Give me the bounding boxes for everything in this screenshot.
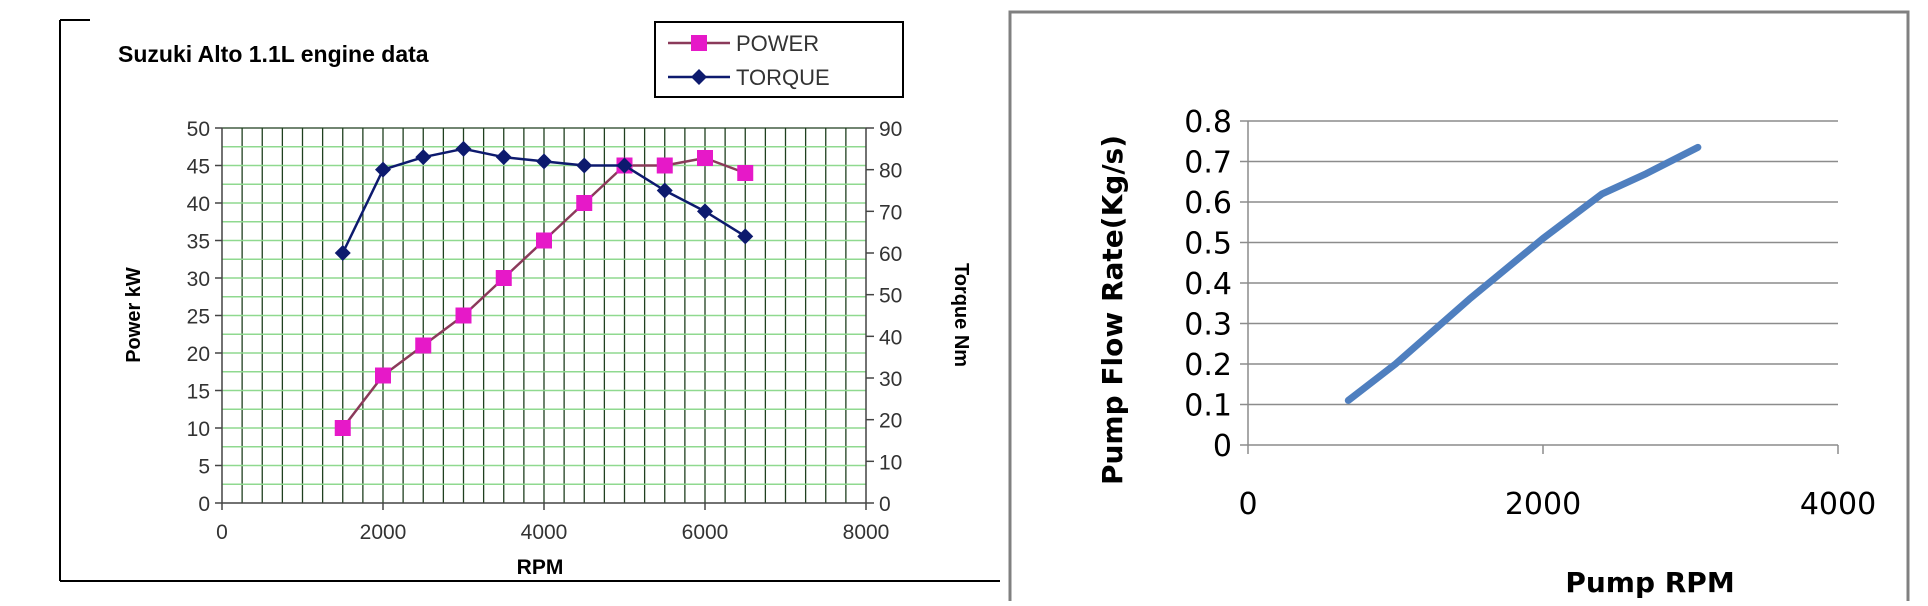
power-point [697,150,713,166]
engine-y2-tick-label: 70 [879,201,902,224]
pump-y-tick-label: 0.4 [1184,267,1232,302]
engine-x-tick-label: 8000 [843,521,890,544]
engine-x-axis-label: RPM [517,556,564,579]
torque-point [576,157,593,174]
torque-point [415,149,432,166]
torque-point [656,182,673,199]
engine-y2-tick-label: 60 [879,243,902,266]
engine-chart-title: Suzuki Alto 1.1L engine data [118,41,429,67]
torque-point [455,140,472,157]
engine-y2-tick-label: 30 [879,368,902,391]
engine-x-tick-label: 0 [216,521,228,544]
torque-point [616,157,633,174]
engine-x-tick-label: 6000 [682,521,729,544]
engine-y-tick-label: 10 [187,418,210,441]
pump-y-tick-label: 0.2 [1184,348,1232,383]
engine-y2-tick-label: 50 [879,285,902,308]
pump-chart-axes: 0 0.1 0.2 0.3 0.4 0.5 0.6 0.7 0.8 0 2000 4000 [1184,105,1876,522]
torque-point [697,203,713,220]
engine-y-axis-label: Power kW [123,267,145,363]
torque-point [334,245,351,261]
pump-y-tick-label: 0.8 [1184,105,1232,140]
pump-x-tick-label: 2000 [1505,487,1581,522]
engine-y2-tick-label: 80 [879,160,902,183]
engine-y-tick-label: 25 [187,306,210,329]
pump-chart: 0 0.1 0.2 0.3 0.4 0.5 0.6 0.7 0.8 0 2000 4000 Pump … [1008,10,1910,606]
power-point [656,157,673,174]
power-point [334,420,351,436]
legend-box [654,21,904,98]
legend-power-label: POWER [736,31,819,56]
engine-y-tick-label: 5 [198,456,210,479]
engine-y2-tick-label: 20 [879,410,902,433]
legend-power-marker [691,35,707,51]
pump-flow-line [1344,143,1702,404]
pump-x-axis-label: Pump RPM [1565,566,1734,599]
engine-chart-axes: 0 5 10 15 20 25 30 35 40 45 50 0 10 20 30 40 50 60 70 80 90 0… [187,118,903,544]
pump-y-tick-label: 0.3 [1184,308,1232,343]
engine-y2-axis-label: Torque Nm [950,263,972,367]
power-point [536,232,552,249]
engine-y2-tick-label: 0 [879,493,891,516]
power-point [737,165,754,181]
power-point [495,270,512,286]
engine-y2-tick-label: 90 [879,118,902,141]
engine-y-tick-label: 0 [198,493,210,516]
engine-y-tick-label: 40 [187,193,210,216]
legend-torque-marker [691,69,707,85]
engine-x-tick-label: 2000 [360,521,407,544]
engine-x-tick-label: 4000 [521,521,568,544]
engine-y-tick-label: 30 [187,268,210,291]
engine-y2-tick-label: 10 [879,451,902,474]
engine-y-tick-label: 15 [187,381,210,404]
torque-point [737,228,754,245]
pump-y-tick-label: 0.1 [1184,389,1232,424]
engine-y-tick-label: 35 [187,231,210,254]
engine-chart: Suzuki Alto 1.1L engine data POWER TORQU… [59,19,1000,582]
legend-torque-label: TORQUE [736,65,830,90]
pump-y-tick-label: 0.7 [1184,146,1232,181]
engine-chart-series [334,140,754,436]
power-point [375,367,391,384]
power-point [455,307,472,324]
engine-y-tick-label: 50 [187,118,210,141]
torque-point [495,149,512,166]
torque-point [375,161,391,178]
engine-chart-grid [222,127,866,503]
pump-x-tick-label: 4000 [1800,487,1876,522]
power-point [576,195,593,211]
pump-chart-series [1344,143,1702,404]
engine-chart-legend: POWER TORQUE [654,21,904,98]
torque-point [536,153,552,170]
pump-y-axis-label: Pump Flow Rate(Kg/s) [1096,135,1129,485]
engine-y2-tick-label: 40 [879,326,902,349]
engine-y-tick-label: 45 [187,156,210,179]
pump-y-tick-label: 0.5 [1184,227,1232,262]
pump-y-tick-label: 0 [1213,429,1232,464]
pump-x-tick-label: 0 [1238,487,1257,522]
pump-y-tick-label: 0.6 [1184,186,1232,221]
power-point [415,337,432,354]
engine-y-tick-label: 20 [187,343,210,366]
